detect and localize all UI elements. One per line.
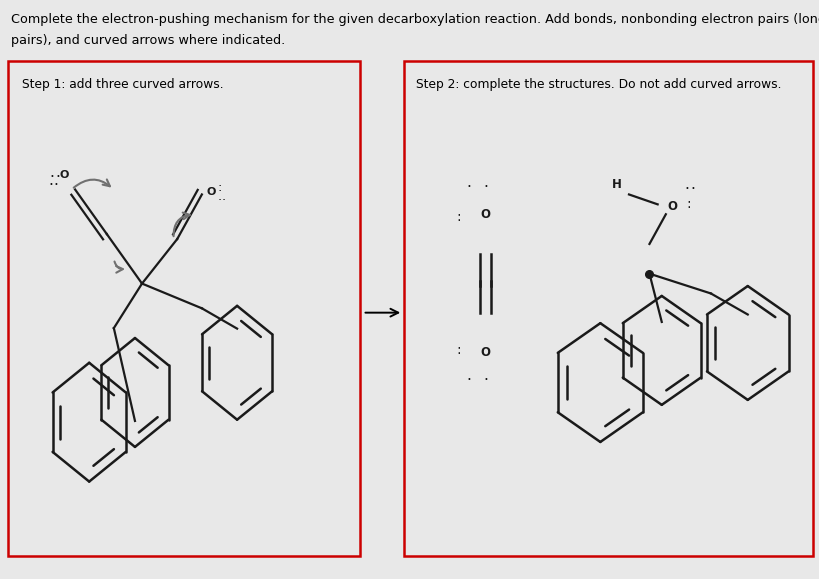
- Text: ·: ·: [483, 179, 488, 195]
- Text: O: O: [481, 208, 491, 221]
- Text: ·: ·: [483, 373, 488, 387]
- Text: ·: ·: [467, 179, 472, 195]
- Text: ·: ·: [690, 182, 695, 197]
- Text: ·: ·: [217, 194, 222, 207]
- Text: Complete the electron-pushing mechanism for the given decarboxylation reaction. : Complete the electron-pushing mechanism …: [11, 13, 819, 25]
- Text: O: O: [206, 187, 215, 197]
- Text: ·: ·: [53, 178, 58, 193]
- Text: :: :: [686, 197, 690, 211]
- Text: :: :: [217, 181, 222, 193]
- Text: Step 1: add three curved arrows.: Step 1: add three curved arrows.: [22, 78, 224, 91]
- Text: ·: ·: [684, 182, 689, 197]
- Text: Step 2: complete the structures. Do not add curved arrows.: Step 2: complete the structures. Do not …: [416, 78, 781, 91]
- Text: H: H: [612, 178, 622, 191]
- Text: pairs), and curved arrows where indicated.: pairs), and curved arrows where indicate…: [11, 34, 285, 46]
- Text: O: O: [481, 346, 491, 360]
- Text: ·: ·: [55, 170, 60, 185]
- Text: ·: ·: [222, 194, 226, 207]
- Text: :: :: [457, 210, 461, 223]
- Text: O: O: [667, 200, 677, 213]
- Text: :: :: [457, 343, 461, 357]
- Text: ·: ·: [467, 373, 472, 387]
- Text: ·: ·: [50, 170, 55, 185]
- Text: O: O: [60, 170, 70, 179]
- Text: ·: ·: [48, 178, 53, 193]
